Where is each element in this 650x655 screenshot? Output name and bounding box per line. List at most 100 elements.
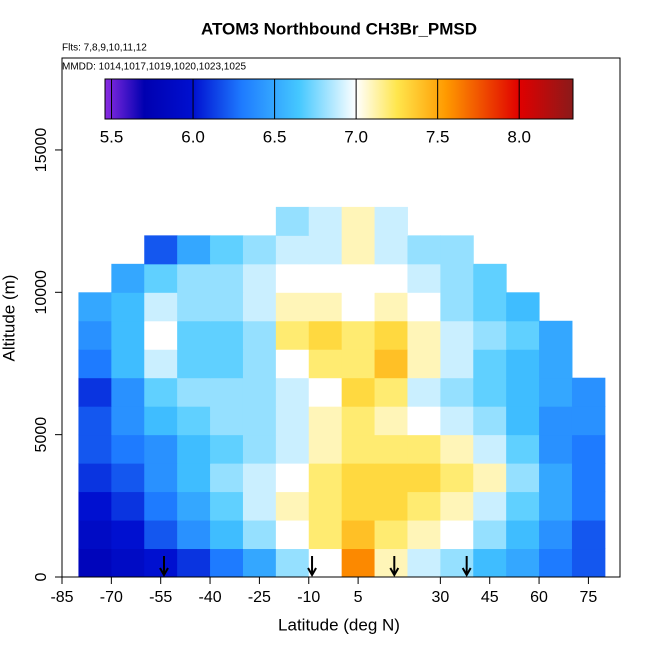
heat-cell — [144, 406, 178, 436]
heat-cell — [440, 434, 474, 464]
heat-cell — [308, 263, 343, 293]
heat-cell — [473, 491, 507, 521]
heat-cell — [210, 463, 244, 493]
colorbar-tick-label: 5.5 — [100, 127, 124, 146]
heat-cell — [506, 463, 540, 493]
x-axis-label: Latitude (deg N) — [278, 615, 400, 634]
heat-cell — [440, 263, 474, 293]
y-axis-label: Altitude (m) — [0, 275, 18, 362]
heat-cell — [177, 434, 211, 464]
heat-cell — [210, 520, 244, 550]
heat-cell — [242, 320, 277, 350]
heat-cell — [242, 292, 277, 322]
heat-cell — [407, 406, 441, 436]
heat-cell — [78, 320, 112, 350]
heat-cell — [473, 320, 507, 350]
heat-cell — [473, 548, 507, 577]
heat-cell — [440, 406, 474, 436]
heat-cell — [210, 263, 244, 293]
heat-cell — [275, 377, 310, 407]
heat-cell — [308, 235, 343, 265]
heat-cell — [111, 349, 145, 379]
heat-cell — [177, 263, 211, 293]
heat-cell — [242, 349, 277, 379]
heat-cell — [308, 491, 343, 521]
heat-cell — [275, 548, 310, 577]
heat-cell — [177, 235, 211, 265]
heat-cell — [308, 406, 343, 436]
heat-cell — [473, 349, 507, 379]
x-tick-label: 30 — [431, 589, 449, 606]
heat-cell — [539, 548, 573, 577]
chart-title: ATOM3 Northbound CH3Br_PMSD — [201, 19, 477, 38]
heat-cell — [177, 548, 211, 577]
x-tick-label: 75 — [580, 589, 598, 606]
heat-cell — [506, 434, 540, 464]
heat-cell — [374, 491, 408, 521]
heat-cell — [440, 320, 474, 350]
heat-cell — [506, 349, 540, 379]
heat-cell — [407, 548, 441, 577]
heat-cell — [473, 292, 507, 322]
heat-cell — [111, 463, 145, 493]
heat-cell — [177, 320, 211, 350]
heat-cell — [242, 263, 277, 293]
heat-cell — [539, 463, 573, 493]
heat-cell — [111, 491, 145, 521]
heat-cell — [144, 292, 178, 322]
heat-cell — [341, 349, 376, 379]
heatmap — [78, 206, 606, 577]
heat-cell — [341, 292, 376, 322]
heat-cell — [440, 491, 474, 521]
colorbar-tick-label: 7.5 — [426, 127, 450, 146]
heat-cell — [407, 263, 441, 293]
heat-cell — [506, 320, 540, 350]
heat-cell — [242, 548, 277, 577]
heat-cell — [539, 434, 573, 464]
y-tick-label: 10000 — [33, 270, 50, 315]
heat-cell — [506, 548, 540, 577]
heat-cell — [275, 520, 310, 550]
heat-cell — [111, 520, 145, 550]
heat-cell — [210, 491, 244, 521]
heat-cell — [275, 463, 310, 493]
heat-cell — [308, 520, 343, 550]
heat-cell — [407, 292, 441, 322]
heat-cell — [341, 406, 376, 436]
heat-cell — [407, 491, 441, 521]
heat-cell — [341, 263, 376, 293]
heat-cell — [506, 377, 540, 407]
heat-cell — [210, 349, 244, 379]
heat-cell — [539, 491, 573, 521]
colorbar-tick-label: 6.0 — [181, 127, 205, 146]
x-tick-label: -40 — [198, 589, 221, 606]
arrow — [159, 556, 169, 578]
heat-cell — [111, 548, 145, 577]
heat-cell — [111, 434, 145, 464]
heat-cell — [571, 491, 606, 521]
heat-cell — [177, 491, 211, 521]
x-tick-label: -70 — [100, 589, 123, 606]
heat-cell — [78, 377, 112, 407]
y-tick-label: 5000 — [33, 417, 50, 453]
heat-cell — [177, 520, 211, 550]
heat-cell — [210, 292, 244, 322]
heat-cell — [242, 377, 277, 407]
heat-cell — [341, 491, 376, 521]
heat-cell — [341, 434, 376, 464]
heat-cell — [539, 377, 573, 407]
heat-cell — [341, 235, 376, 265]
heat-cell — [275, 206, 310, 236]
heat-cell — [78, 349, 112, 379]
heat-cell — [571, 463, 606, 493]
heat-cell — [210, 434, 244, 464]
heat-cell — [111, 263, 145, 293]
heat-cell — [341, 206, 376, 236]
heat-cell — [144, 463, 178, 493]
heat-cell — [407, 320, 441, 350]
heat-cell — [374, 434, 408, 464]
heat-cell — [374, 292, 408, 322]
heat-cell — [111, 377, 145, 407]
heat-cell — [473, 463, 507, 493]
